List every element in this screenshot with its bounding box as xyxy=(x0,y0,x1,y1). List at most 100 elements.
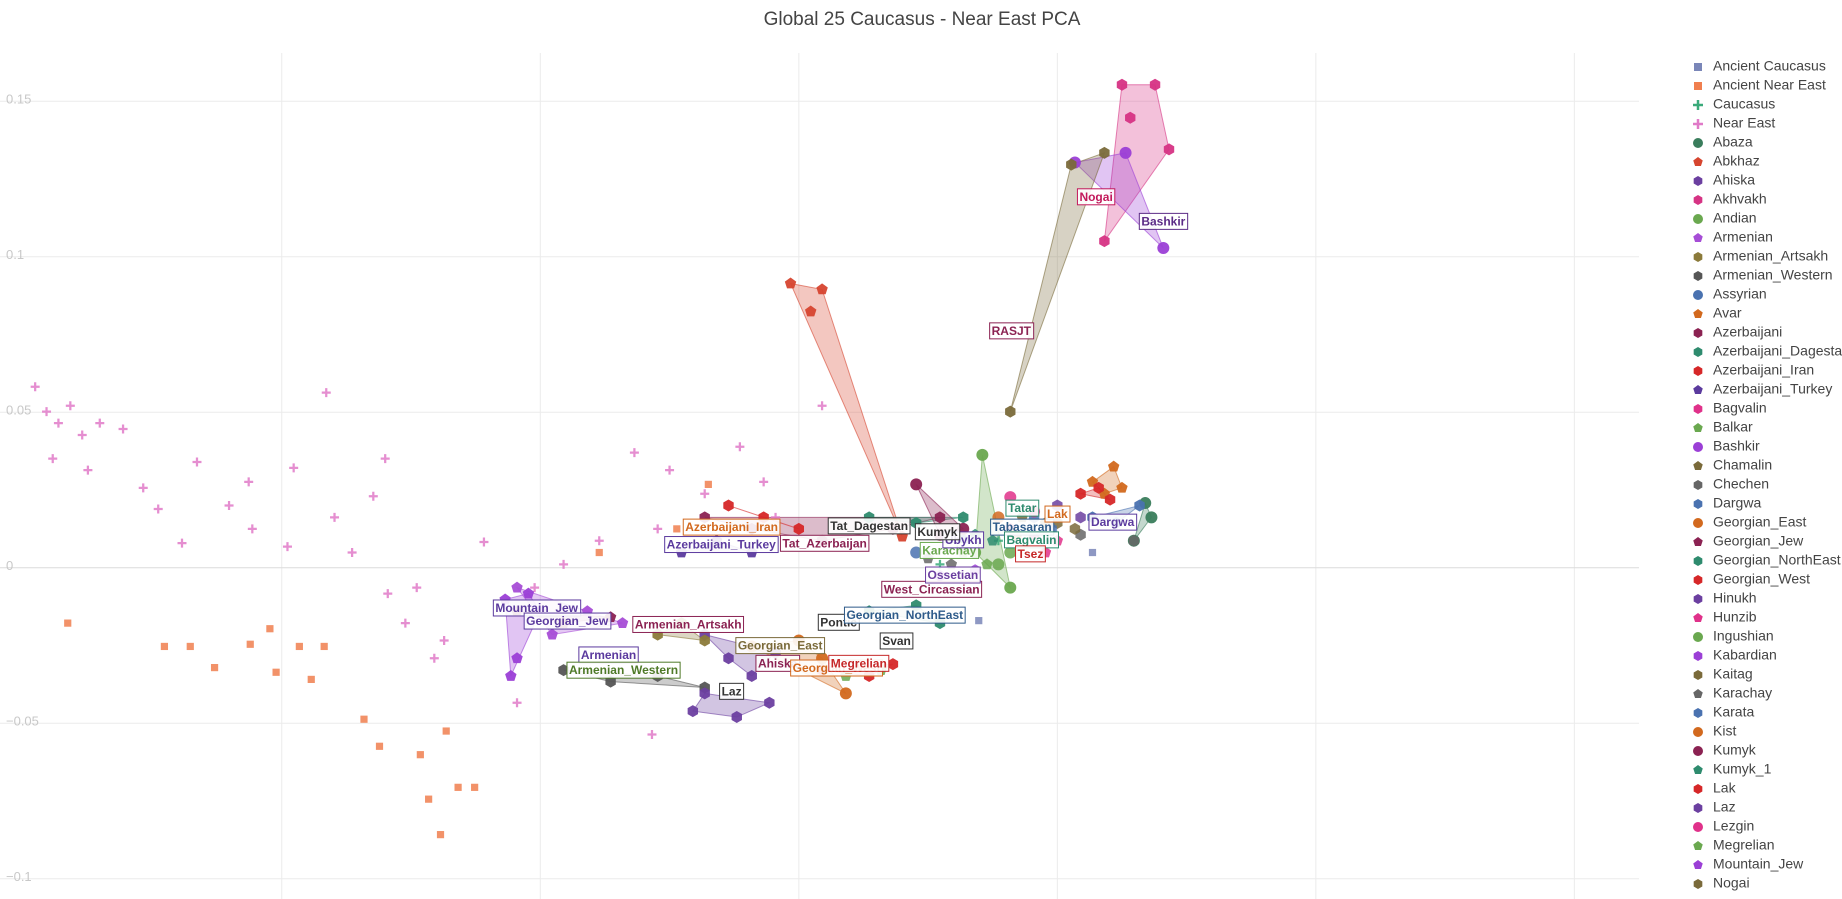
legend-label[interactable]: Kabardian xyxy=(1713,647,1777,663)
data-point xyxy=(412,583,422,593)
legend-label[interactable]: Megrelian xyxy=(1713,837,1774,853)
legend-marker[interactable] xyxy=(1693,385,1703,395)
data-point xyxy=(530,583,540,593)
legend-label[interactable]: Ancient Near East xyxy=(1713,77,1826,93)
legend-label[interactable]: Georgian_NorthEast xyxy=(1713,552,1841,568)
legend-marker[interactable] xyxy=(1693,442,1703,452)
legend-label[interactable]: Lezgin xyxy=(1713,818,1754,834)
legend-marker[interactable] xyxy=(1693,499,1703,509)
data-point xyxy=(1116,78,1128,91)
legend-marker[interactable] xyxy=(1694,82,1702,90)
legend-marker[interactable] xyxy=(1693,233,1703,243)
legend-marker[interactable] xyxy=(1693,328,1703,338)
legend-label[interactable]: Kumyk xyxy=(1713,742,1757,758)
data-point xyxy=(442,727,450,735)
data-point xyxy=(48,454,58,464)
legend-label[interactable]: Karata xyxy=(1713,704,1754,720)
legend-marker[interactable] xyxy=(1693,347,1703,357)
legend-marker[interactable] xyxy=(1694,63,1702,71)
legend-marker[interactable] xyxy=(1693,575,1703,585)
legend-marker[interactable] xyxy=(1693,195,1703,205)
legend-label[interactable]: Azerbaijani_Turkey xyxy=(1713,381,1832,397)
legend-label[interactable]: Chamalin xyxy=(1713,457,1772,473)
legend-label[interactable]: Bagvalin xyxy=(1713,400,1767,416)
legend-label[interactable]: Georgian_Jew xyxy=(1713,533,1804,549)
legend-label[interactable]: Azerbaijani_Dagestan xyxy=(1713,343,1842,359)
legend-marker[interactable] xyxy=(1693,423,1703,433)
legend-marker[interactable] xyxy=(1693,670,1703,680)
legend-label[interactable]: Mountain_Jew xyxy=(1713,856,1804,872)
legend-marker[interactable] xyxy=(1693,727,1703,737)
legend-label[interactable]: Akhvakh xyxy=(1713,191,1767,207)
legend-label[interactable]: Near East xyxy=(1713,115,1775,131)
legend-label[interactable]: Bashkir xyxy=(1713,438,1760,454)
legend-label[interactable]: Avar xyxy=(1713,305,1742,321)
legend-label[interactable]: Caucasus xyxy=(1713,96,1775,112)
legend-marker[interactable] xyxy=(1693,803,1703,813)
legend-marker[interactable] xyxy=(1693,480,1703,490)
legend-marker[interactable] xyxy=(1693,594,1703,604)
annotation: Armenian_Western xyxy=(569,663,678,677)
legend-label[interactable]: Ingushian xyxy=(1713,628,1774,644)
legend-marker[interactable] xyxy=(1693,518,1703,528)
legend-marker[interactable] xyxy=(1693,765,1703,775)
legend-marker[interactable] xyxy=(1693,651,1703,661)
legend-marker[interactable] xyxy=(1693,556,1703,566)
legend-marker[interactable] xyxy=(1693,271,1703,281)
legend-label[interactable]: Georgian_East xyxy=(1713,514,1807,530)
legend-marker[interactable] xyxy=(1693,252,1703,262)
legend-label[interactable]: Hunzib xyxy=(1713,609,1757,625)
legend-marker[interactable] xyxy=(1693,879,1703,889)
legend-marker[interactable] xyxy=(1693,822,1703,832)
legend-label[interactable]: Abkhaz xyxy=(1713,153,1760,169)
data-point xyxy=(1004,546,1017,559)
legend-label[interactable]: Armenian xyxy=(1713,229,1773,245)
legend-label[interactable]: Kist xyxy=(1713,723,1736,739)
legend-label[interactable]: Laz xyxy=(1713,799,1736,815)
legend-label[interactable]: Ahiska xyxy=(1713,172,1755,188)
legend-marker[interactable] xyxy=(1693,290,1703,300)
legend-label[interactable]: Armenian_Artsakh xyxy=(1713,248,1828,264)
legend-label[interactable]: Karachay xyxy=(1713,685,1772,701)
legend-marker[interactable] xyxy=(1693,632,1703,642)
legend-marker[interactable] xyxy=(1693,689,1703,699)
legend-marker[interactable] xyxy=(1693,784,1703,794)
legend-label[interactable]: Ancient Caucasus xyxy=(1713,58,1826,74)
legend-marker[interactable] xyxy=(1693,746,1703,756)
legend-marker[interactable] xyxy=(1693,138,1703,148)
legend-label[interactable]: Chechen xyxy=(1713,476,1769,492)
legend-label[interactable]: Abaza xyxy=(1713,134,1753,150)
legend-marker[interactable] xyxy=(1693,214,1703,224)
legend-label[interactable]: Balkar xyxy=(1713,419,1753,435)
legend-label[interactable]: Georgian_West xyxy=(1713,571,1810,587)
legend-label[interactable]: Nogai xyxy=(1713,875,1750,891)
data-point xyxy=(247,524,257,534)
legend-marker[interactable] xyxy=(1693,119,1703,129)
legend-marker[interactable] xyxy=(1693,309,1703,319)
legend-marker[interactable] xyxy=(1693,404,1703,414)
data-point xyxy=(546,628,558,640)
legend-label[interactable]: Lak xyxy=(1713,780,1737,796)
legend-marker[interactable] xyxy=(1693,841,1703,851)
legend-marker[interactable] xyxy=(1693,860,1703,870)
legend-marker[interactable] xyxy=(1693,708,1703,718)
legend-label[interactable]: Azerbaijani_Iran xyxy=(1713,362,1814,378)
legend-marker[interactable] xyxy=(1693,100,1703,110)
legend-label[interactable]: Hinukh xyxy=(1713,590,1757,606)
legend-marker[interactable] xyxy=(1693,157,1703,167)
data-point xyxy=(910,478,923,491)
legend-label[interactable]: Kaitag xyxy=(1713,666,1753,682)
legend-label[interactable]: Armenian_Western xyxy=(1713,267,1833,283)
legend-label[interactable]: Kumyk_1 xyxy=(1713,761,1772,777)
legend-marker[interactable] xyxy=(1693,461,1703,471)
legend-marker[interactable] xyxy=(1693,613,1703,623)
data-point xyxy=(380,454,390,464)
annotation: Nogai xyxy=(1079,190,1112,204)
legend-label[interactable]: Azerbaijani xyxy=(1713,324,1782,340)
legend-marker[interactable] xyxy=(1693,366,1703,376)
legend-label[interactable]: Andian xyxy=(1713,210,1757,226)
legend-marker[interactable] xyxy=(1693,176,1703,186)
legend-marker[interactable] xyxy=(1693,537,1703,547)
legend-label[interactable]: Assyrian xyxy=(1713,286,1767,302)
legend-label[interactable]: Dargwa xyxy=(1713,495,1761,511)
